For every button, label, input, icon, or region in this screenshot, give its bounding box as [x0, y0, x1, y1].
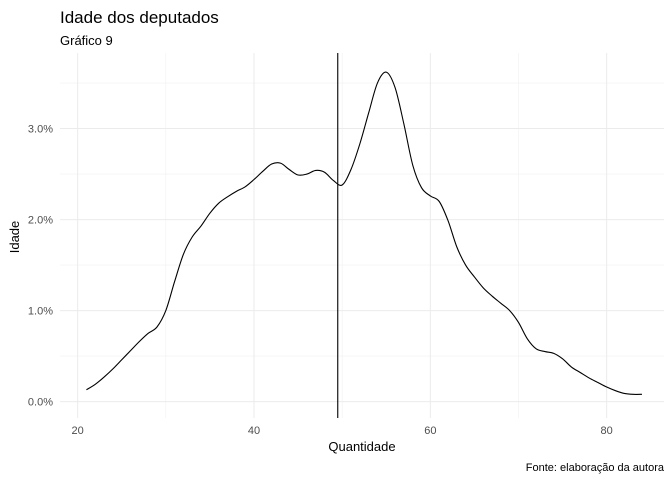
x-tick-label: 60 — [424, 425, 436, 437]
chart-caption: Fonte: elaboração da autora — [526, 462, 665, 474]
density-line — [86, 71, 642, 395]
y-axis-label: Idade — [7, 221, 22, 254]
y-tick-label: 0.0% — [28, 397, 53, 409]
chart-title: Idade dos deputados — [60, 8, 219, 27]
chart-subtitle: Gráfico 9 — [60, 33, 113, 48]
x-tick-label: 80 — [601, 425, 613, 437]
x-tick-label: 40 — [248, 425, 260, 437]
y-axis-ticks: 0.0% 1.0% 2.0% 3.0% — [28, 124, 53, 409]
x-axis-label: Quantidade — [328, 439, 395, 454]
y-tick-label: 3.0% — [28, 124, 53, 136]
x-axis-ticks: 20 40 60 80 — [72, 425, 613, 437]
y-tick-label: 1.0% — [28, 306, 53, 318]
plot-area — [86, 53, 642, 418]
y-tick-label: 2.0% — [28, 215, 53, 227]
x-tick-label: 20 — [72, 425, 84, 437]
gridlines — [60, 53, 664, 418]
